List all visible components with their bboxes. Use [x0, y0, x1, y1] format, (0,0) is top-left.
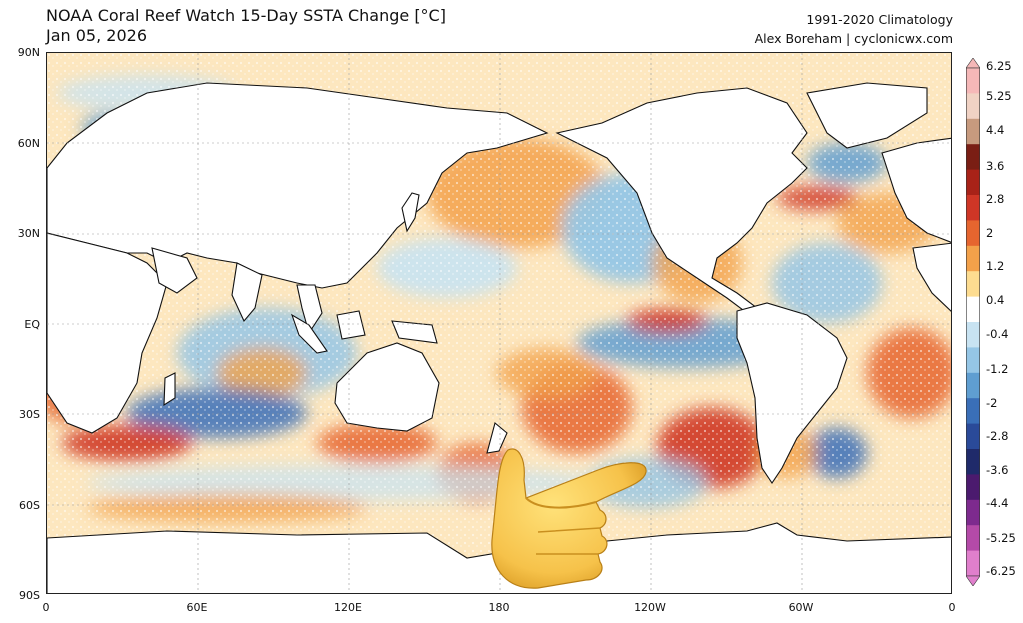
lon-label-0-west: 0 — [42, 601, 50, 614]
land-europe-west — [881, 137, 951, 243]
colorbar-tick-label: -2.8 — [986, 429, 1009, 443]
colorbar-tick-label: 2.8 — [986, 192, 1005, 206]
colorbar-tick-label: -3.6 — [986, 463, 1009, 477]
colorbar-top-arrow — [966, 58, 980, 69]
lon-label-180: 180 — [488, 601, 510, 614]
lon-label-60e: 60E — [186, 601, 208, 614]
lat-label-60s: 60S — [19, 499, 40, 512]
colorbar-segment — [966, 245, 980, 272]
colorbar-tick-label: 1.2 — [986, 259, 1005, 273]
colorbar-segment — [966, 93, 980, 120]
colorbar-tick-label: 0.4 — [986, 293, 1005, 307]
colorbar-segment — [966, 296, 980, 323]
lat-label-60n: 60N — [17, 137, 40, 150]
land-japan — [401, 192, 420, 233]
land-india — [231, 262, 263, 323]
colorbar-tick-label: -0.4 — [986, 327, 1009, 341]
lon-label-0-east: 0 — [948, 601, 956, 614]
land-africa-west — [912, 242, 951, 312]
land-greenland — [806, 82, 928, 149]
lat-label-90s: 90S — [19, 589, 40, 602]
colorbar-tick-label: 2 — [986, 226, 994, 240]
lat-label-90n: 90N — [17, 46, 40, 59]
lon-label-120w: 120W — [634, 601, 666, 614]
colorbar-segment — [966, 169, 980, 196]
land-africa — [47, 232, 168, 434]
colorbar-segment — [966, 423, 980, 450]
colorbar-tick-label: -6.25 — [986, 564, 1016, 578]
map-title: NOAA Coral Reef Watch 15-Day SSTA Change… — [46, 6, 446, 25]
land-borneo — [336, 310, 366, 340]
lon-label-120e: 120E — [334, 601, 362, 614]
graticule — [47, 53, 951, 593]
colorbar-segment — [966, 525, 980, 552]
land-south-america — [736, 302, 848, 484]
credit-label: Alex Boreham | cyclonicwx.com — [754, 31, 953, 46]
land-new-zealand — [486, 422, 508, 454]
lat-label-30s: 30S — [19, 408, 40, 421]
colorbar-tick-label: 4.4 — [986, 123, 1005, 137]
colorbar-tick-label: 3.6 — [986, 159, 1005, 173]
colorbar-segment — [966, 68, 980, 94]
colorbar-segment — [966, 449, 980, 475]
land-north-america — [555, 87, 808, 314]
lat-label-30n: 30N — [17, 227, 40, 240]
colorbar — [966, 58, 980, 586]
colorbar-tick-label: 6.25 — [986, 59, 1012, 73]
colorbar-segment — [966, 372, 980, 399]
colorbar-tick-label: 5.25 — [986, 89, 1012, 103]
climatology-label: 1991-2020 Climatology — [806, 12, 953, 27]
colorbar-segment — [966, 398, 980, 425]
pointing-hand-icon — [491, 448, 647, 589]
colorbar-segment — [966, 550, 980, 577]
colorbar-tick-label: -2 — [986, 396, 998, 410]
colorbar-segment — [966, 118, 980, 145]
colorbar-segment — [966, 474, 980, 501]
colorbar-bottom-arrow — [966, 575, 980, 586]
colorbar-segment — [966, 499, 980, 526]
colorbar-segments — [966, 58, 980, 586]
colorbar-tick-label: -5.25 — [986, 531, 1016, 545]
land-madagascar — [163, 372, 176, 407]
colorbar-segment — [966, 322, 980, 348]
lon-label-60w: 60W — [788, 601, 814, 614]
colorbar-segment — [966, 347, 980, 374]
colorbar-tick-label: -4.4 — [986, 496, 1009, 510]
land-indochina — [296, 284, 323, 335]
land-australia — [334, 342, 440, 432]
colorbar-tick-label: -1.2 — [986, 362, 1009, 376]
colorbar-segment — [966, 220, 980, 247]
colorbar-segment — [966, 144, 980, 171]
land-arabia — [151, 247, 198, 294]
map-date: Jan 05, 2026 — [46, 26, 147, 45]
land-new-guinea — [391, 320, 438, 344]
colorbar-segment — [966, 271, 980, 298]
land-sumatra — [290, 313, 328, 354]
lat-label-eq: EQ — [24, 318, 40, 331]
colorbar-segment — [966, 195, 980, 221]
